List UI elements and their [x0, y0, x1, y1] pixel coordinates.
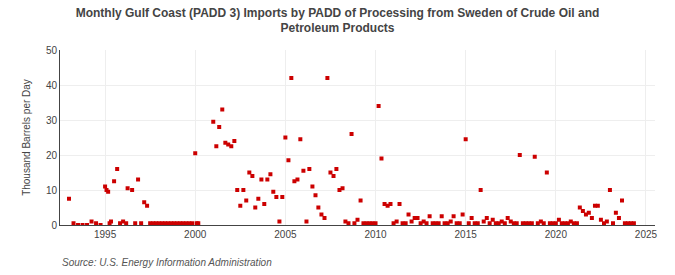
svg-text:2000: 2000	[184, 229, 207, 240]
svg-text:Thousand Barrels per Day: Thousand Barrels per Day	[21, 79, 32, 196]
svg-text:0: 0	[51, 220, 57, 231]
svg-text:Monthly Gulf Coast (PADD 3) Im: Monthly Gulf Coast (PADD 3) Imports by P…	[76, 6, 600, 36]
svg-text:Source: U.S. Energy Informatio: Source: U.S. Energy Information Administ…	[62, 257, 272, 268]
svg-text:2025: 2025	[635, 229, 658, 240]
svg-text:30: 30	[46, 115, 58, 126]
svg-text:20: 20	[46, 150, 58, 161]
svg-text:2005: 2005	[274, 229, 297, 240]
svg-text:2015: 2015	[455, 229, 478, 240]
svg-text:1995: 1995	[94, 229, 117, 240]
svg-text:10: 10	[46, 185, 58, 196]
svg-text:40: 40	[46, 80, 58, 91]
svg-text:2020: 2020	[545, 229, 568, 240]
svg-text:50: 50	[46, 45, 58, 56]
svg-text:2010: 2010	[364, 229, 387, 240]
